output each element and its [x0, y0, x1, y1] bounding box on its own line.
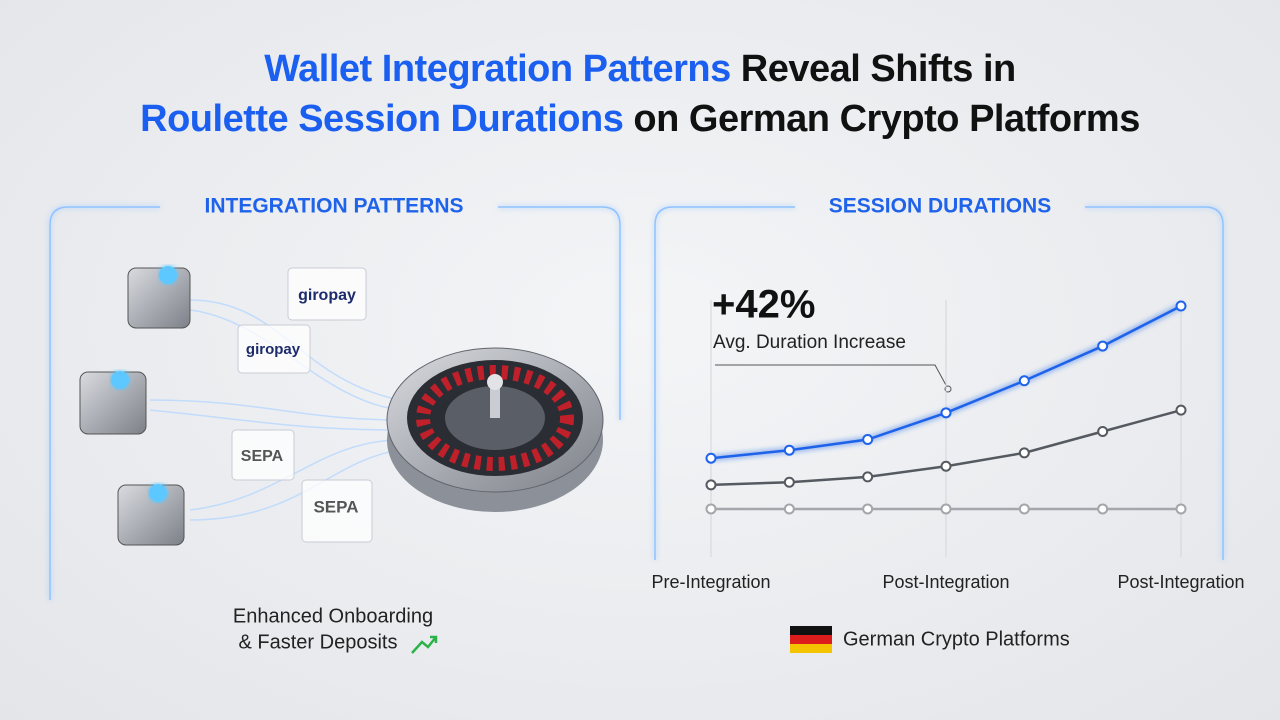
title-segment: Reveal Shifts in	[730, 48, 1017, 90]
panel-frames	[49, 206, 1224, 600]
title-line: Wallet Integration Patterns Reveal Shift…	[0, 44, 1280, 94]
point	[940, 407, 952, 419]
point	[1175, 300, 1187, 312]
point	[1175, 503, 1187, 515]
roulette	[386, 347, 604, 512]
point	[783, 476, 795, 488]
point	[862, 503, 874, 515]
badge: SEPA	[313, 497, 358, 516]
point	[705, 503, 717, 515]
annotation-dot	[944, 385, 952, 393]
point	[1018, 375, 1030, 387]
x-tick-label: Post-Integration	[882, 572, 1009, 592]
point	[783, 444, 795, 456]
annotation-text: Avg. Duration Increase	[713, 332, 906, 353]
badge: giropay	[298, 287, 356, 304]
title-segment: Wallet Integration Patterns	[264, 48, 731, 90]
badge: SEPA	[241, 448, 284, 465]
point	[705, 479, 717, 491]
point	[1097, 426, 1109, 438]
badges: giropay giropay SEPA SEPA	[231, 267, 373, 543]
point	[1018, 447, 1030, 459]
point	[940, 503, 952, 515]
point	[1097, 503, 1109, 515]
point	[940, 460, 952, 472]
point	[862, 434, 874, 446]
point	[783, 503, 795, 515]
title-line: Roulette Session Durations on German Cry…	[0, 94, 1280, 144]
point	[1018, 503, 1030, 515]
point	[705, 452, 717, 464]
point	[862, 471, 874, 483]
flag	[790, 626, 832, 653]
title-segment: Roulette Session Durations	[140, 98, 624, 140]
legend-label: German Crypto Platforms	[843, 628, 1070, 650]
title-segment: on German Crypto Platforms	[623, 98, 1140, 140]
x-tick-label: Post-Integration	[1117, 572, 1244, 592]
badge: giropay	[246, 341, 301, 358]
point	[1097, 340, 1109, 352]
annotation-value: +42%	[712, 283, 815, 327]
x-tick-label: Pre-Integration	[651, 572, 770, 592]
caption: Enhanced Onboarding	[233, 605, 433, 627]
annotation-leader	[715, 364, 948, 388]
wallets	[79, 266, 191, 546]
caption: & Faster Deposits	[239, 631, 398, 653]
title: Wallet Integration Patterns Reveal Shift…	[0, 44, 1280, 144]
trend-icon	[411, 635, 438, 654]
panel-title: INTEGRATION PATTERNS	[205, 195, 464, 218]
panel-title: SESSION DURATIONS	[829, 195, 1051, 218]
point	[1175, 404, 1187, 416]
